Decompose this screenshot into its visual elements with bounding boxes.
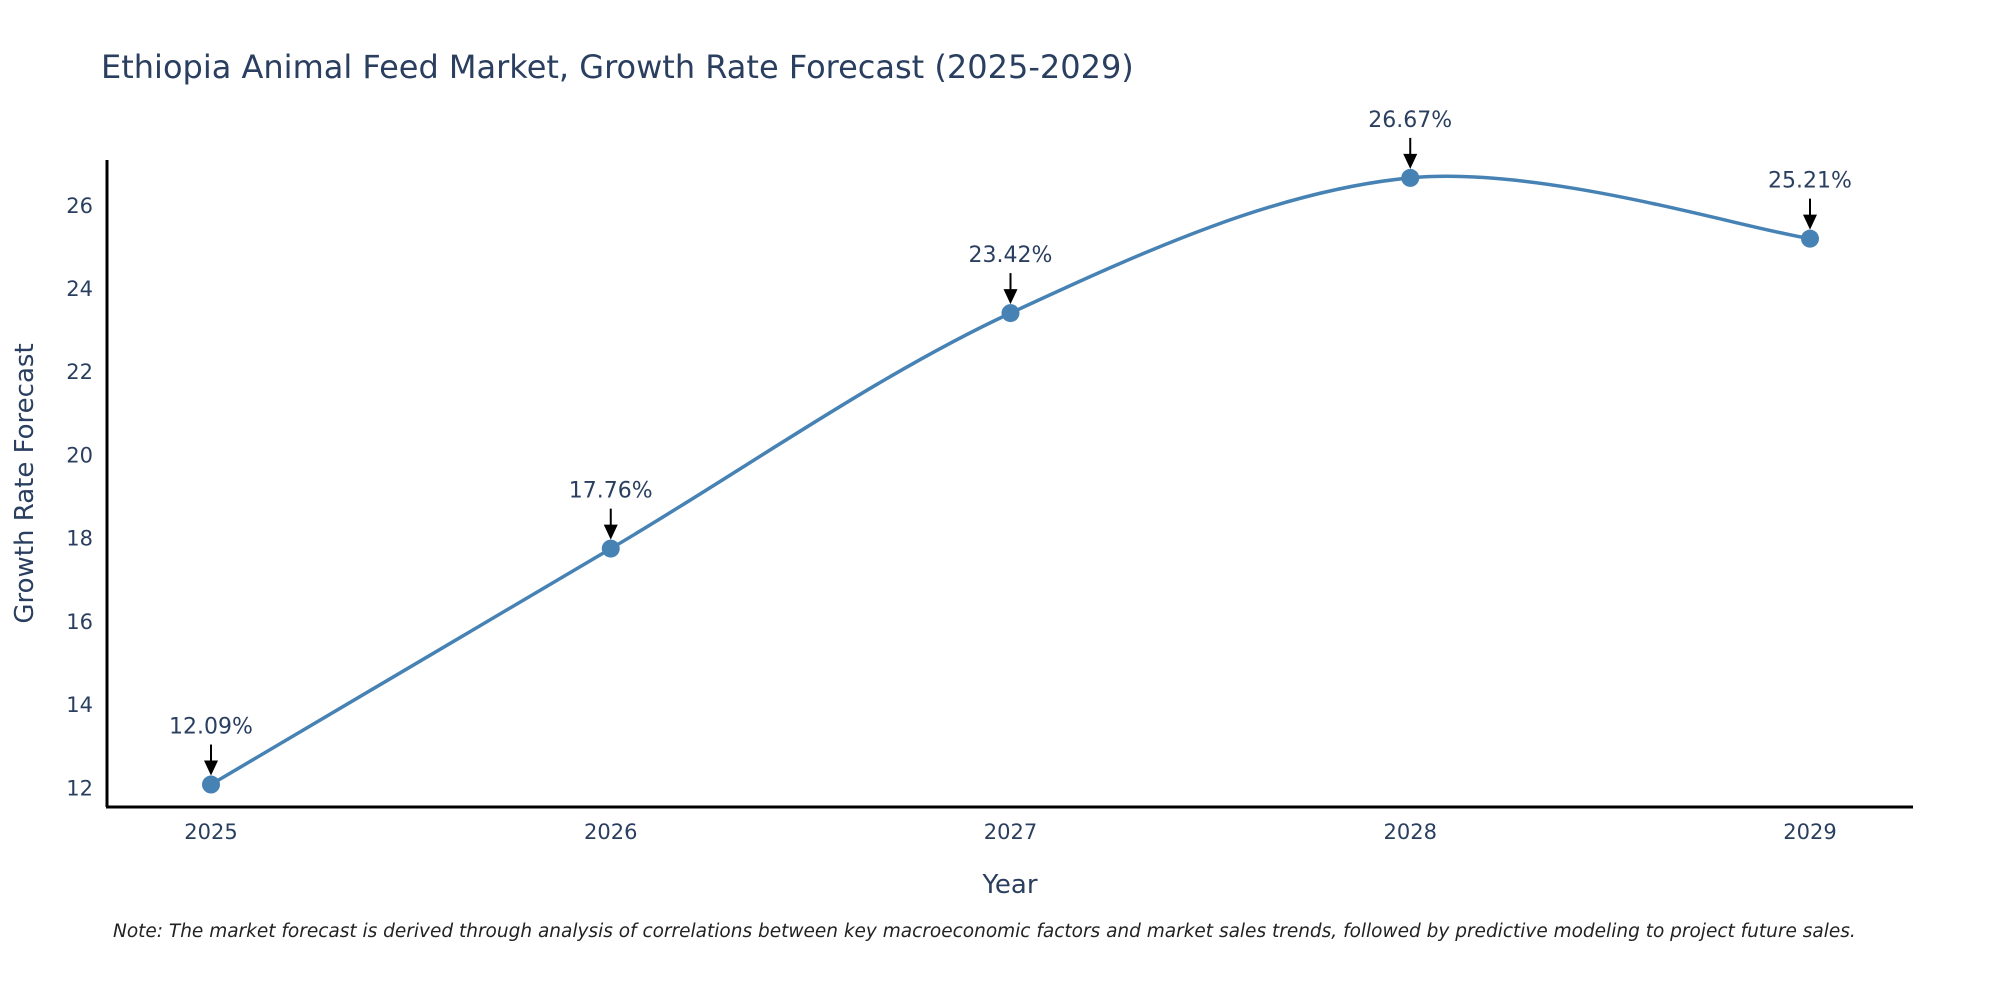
x-axis-title: Year (981, 870, 1037, 900)
y-tick-label: 12 (66, 776, 93, 800)
data-point (1001, 304, 1020, 323)
chart-note: Note: The market forecast is derived thr… (113, 921, 1856, 942)
y-tick-label: 24 (66, 277, 93, 301)
data-label: 17.76% (569, 479, 653, 504)
data-label: 23.42% (969, 243, 1053, 268)
y-axis-title: Growth Rate Forecast (10, 343, 40, 623)
data-label: 25.21% (1768, 169, 1852, 194)
y-tick-label: 16 (66, 610, 93, 634)
data-point (202, 775, 220, 794)
data-label: 12.09% (169, 715, 253, 740)
y-tick-label: 14 (66, 693, 93, 717)
data-point (601, 539, 620, 558)
annotation-arrow-head (204, 760, 218, 776)
x-tick-label: 2026 (584, 820, 637, 844)
annotation-arrow-head (1803, 214, 1817, 230)
axes (105, 160, 1913, 809)
y-tick-label: 26 (66, 194, 93, 218)
y-ticks: 12 14 16 18 20 22 24 26 (66, 194, 93, 801)
data-point (1801, 229, 1819, 248)
annotation-arrow-head (603, 524, 618, 540)
x-tick-label: 2028 (1384, 820, 1437, 844)
y-tick-label: 22 (66, 360, 93, 384)
annotation-arrow-head (1003, 289, 1018, 305)
annotation-arrow-head (1403, 153, 1418, 169)
data-points (202, 168, 1819, 794)
chart-title: Ethiopia Animal Feed Market, Growth Rate… (101, 48, 1134, 86)
data-label: 26.67% (1368, 108, 1452, 133)
data-labels: 12.09% 17.76% 23.42% 26.67% 25.21% (169, 108, 1852, 776)
y-tick-label: 20 (66, 443, 93, 467)
x-tick-label: 2027 (984, 820, 1037, 844)
y-tick-label: 18 (66, 527, 93, 551)
data-point (1401, 168, 1420, 187)
x-tick-label: 2029 (1783, 820, 1836, 844)
x-ticks: 2025 2026 2027 2028 2029 (184, 820, 1836, 844)
x-tick-label: 2025 (184, 820, 237, 844)
